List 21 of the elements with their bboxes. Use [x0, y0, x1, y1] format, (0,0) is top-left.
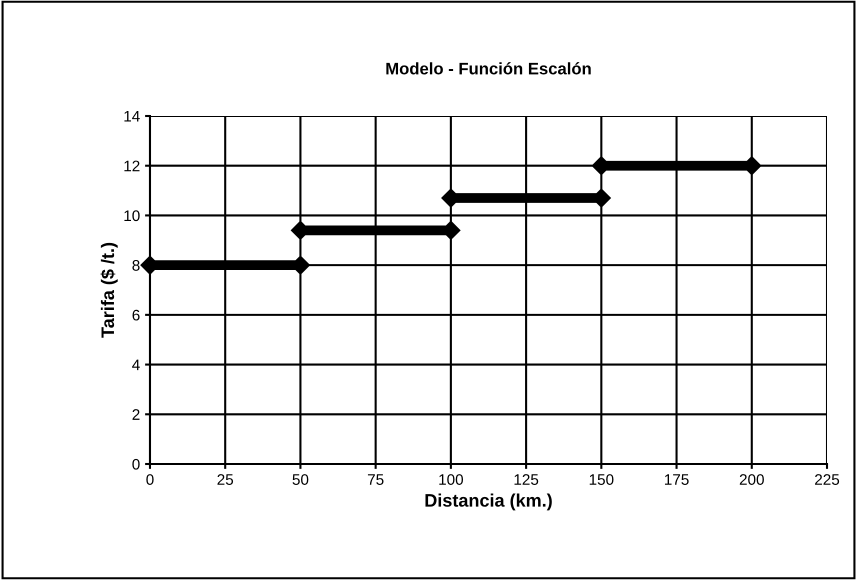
y-tick-label: 2 [132, 409, 140, 420]
y-axis-title: Tarifa ($ /t.) [100, 242, 118, 338]
y-tick-label: 12 [124, 160, 140, 172]
x-tick-label: 100 [439, 474, 464, 485]
x-tick-label: 175 [664, 474, 689, 485]
x-tick-label: 25 [217, 474, 234, 485]
y-tick-label: 4 [132, 360, 140, 370]
x-tick-label: 225 [815, 474, 840, 485]
y-tick-label: 0 [132, 458, 140, 470]
x-axis-title: Distancia (km.) [425, 494, 552, 510]
x-tick-label: 125 [514, 474, 538, 485]
x-tick-label: 200 [740, 474, 764, 485]
x-tick-label: 0 [146, 474, 154, 485]
y-tick-label: 10 [124, 210, 140, 222]
x-tick-label: 75 [368, 474, 384, 485]
y-tick-label: 8 [132, 260, 140, 271]
chart-title: Modelo - Función Escalón [386, 62, 591, 74]
x-tick-label: 150 [590, 474, 614, 485]
y-tick-label: 14 [124, 111, 140, 122]
x-tick-label: 50 [292, 474, 308, 485]
y-tick-label: 6 [132, 310, 140, 321]
